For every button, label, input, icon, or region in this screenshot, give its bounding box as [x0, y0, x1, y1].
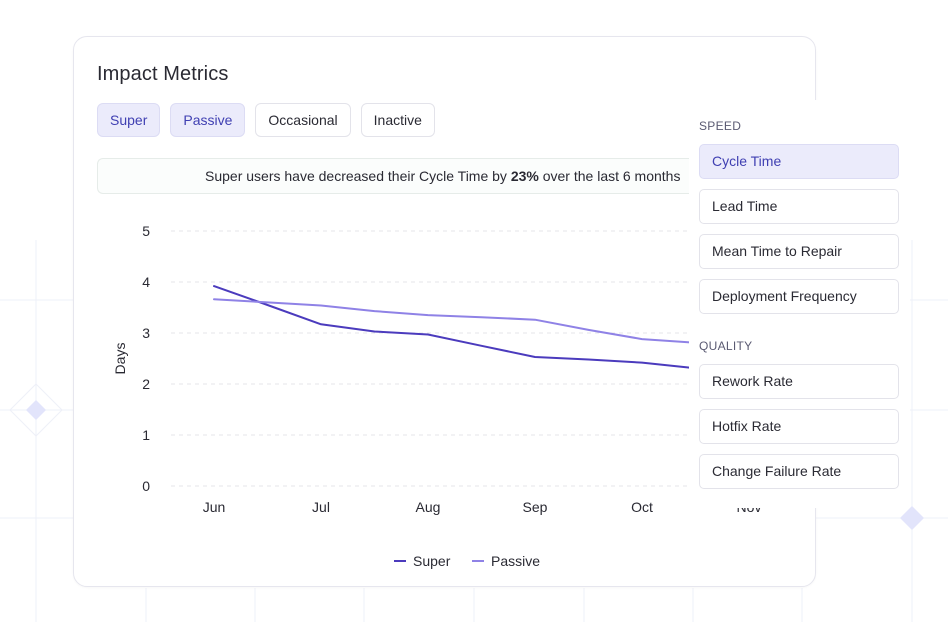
cycle-time-chart: 012345DaysJunJulAugSepOctNovSuperPassive	[112, 223, 794, 569]
legend-label-passive: Passive	[491, 553, 540, 569]
y-tick-label: 4	[142, 274, 150, 290]
x-tick-label: Jul	[312, 499, 330, 515]
x-tick-label: Jun	[203, 499, 226, 515]
y-tick-label: 2	[142, 376, 150, 392]
metric-mean-time-to-repair[interactable]: Mean Time to Repair	[699, 234, 899, 269]
insight-suffix: over the last 6 months	[538, 168, 681, 184]
x-tick-label: Oct	[631, 499, 653, 515]
series-line-super	[213, 285, 750, 371]
x-tick-label: Sep	[523, 499, 548, 515]
segment-super-button[interactable]: Super	[97, 103, 161, 137]
metric-hotfix-rate[interactable]: Hotfix Rate	[699, 409, 899, 444]
y-axis-label: Days	[112, 343, 128, 375]
metric-selector-panel: SPEED Cycle Time Lead Time Mean Time to …	[689, 100, 910, 508]
y-tick-label: 3	[142, 325, 150, 341]
metric-rework-rate[interactable]: Rework Rate	[699, 364, 899, 399]
x-tick-label: Aug	[416, 499, 441, 515]
metric-change-failure-rate[interactable]: Change Failure Rate	[699, 454, 899, 489]
section-label-speed: SPEED	[699, 119, 742, 133]
legend-label-super: Super	[413, 553, 451, 569]
insight-banner: Super users have decreased their Cycle T…	[97, 158, 737, 194]
y-tick-label: 5	[142, 223, 150, 239]
diamond-decoration-left	[9, 383, 63, 437]
series-line-passive	[213, 298, 750, 346]
section-label-quality: QUALITY	[699, 339, 753, 353]
y-tick-label: 1	[142, 427, 150, 443]
insight-highlight: 23%	[510, 168, 539, 184]
segment-occasional-button[interactable]: Occasional	[255, 103, 351, 137]
card-title: Impact Metrics	[97, 63, 229, 85]
y-tick-label: 0	[142, 478, 150, 494]
metric-lead-time[interactable]: Lead Time	[699, 189, 899, 224]
segment-passive-button[interactable]: Passive	[170, 103, 246, 137]
metric-cycle-time[interactable]: Cycle Time	[699, 144, 899, 179]
diamond-decoration-right	[900, 506, 924, 530]
segment-inactive-button[interactable]: Inactive	[360, 103, 435, 137]
segment-filter: Super Passive Occasional Inactive	[97, 103, 435, 137]
metric-deployment-frequency[interactable]: Deployment Frequency	[699, 279, 899, 314]
insight-prefix: Super users have decreased their Cycle T…	[205, 168, 511, 184]
